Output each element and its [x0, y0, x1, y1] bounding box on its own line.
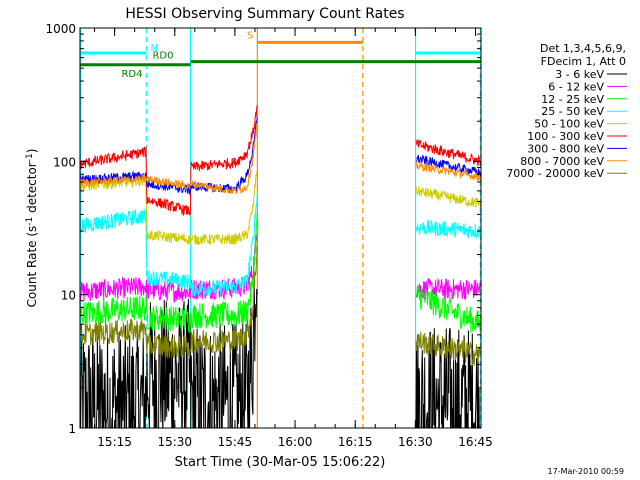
x-tick-label-0: 15:15	[97, 435, 132, 449]
series-line-4	[80, 170, 481, 246]
series-line-5	[80, 104, 481, 217]
y-axis-label: Count Rate (s-1 detector-1)	[25, 149, 39, 308]
x-tick-label-1: 15:30	[157, 435, 192, 449]
x-axis-label: Start Time (30-Mar-05 15:06:22)	[175, 455, 386, 470]
y-tick-label-2: 100	[53, 155, 76, 169]
y-tick-label-3: 1000	[45, 22, 76, 36]
y-tick-label-0: 1	[68, 422, 76, 436]
legend-label-6: 300 - 800 keV	[527, 142, 604, 155]
axis-ticks: 15:15 15:30 15:45 16:00 16:15 16:30 16:45 1 10 10…	[45, 22, 492, 449]
timestamp: 17-Mar-2010 00:59	[548, 467, 625, 476]
plot-frame	[79, 27, 482, 429]
legend-header-line-1: Det 1,3,4,5,6,9,	[540, 42, 626, 55]
series-line-7	[80, 123, 481, 195]
legend-label-5: 100 - 300 keV	[527, 130, 604, 143]
segment-label-s: S	[247, 30, 253, 41]
legend-label-7: 800 - 7000 keV	[520, 155, 604, 168]
segment-label-rd4: RD4	[121, 69, 142, 80]
x-tick-label-3: 16:00	[278, 435, 313, 449]
mode-segments: N S RD0 RD4	[80, 30, 481, 80]
y-axis-label-sup2: -1	[25, 153, 35, 162]
legend-label-1: 6 - 12 keV	[548, 80, 604, 93]
series-line-8	[80, 245, 481, 367]
legend-label-0: 3 - 6 keV	[555, 68, 604, 81]
x-tick-label-5: 16:30	[398, 435, 433, 449]
y-tick-label-1: 10	[61, 289, 76, 303]
segment-label-n: N	[150, 43, 157, 54]
series-line-2	[80, 212, 481, 334]
legend-label-8: 7000 - 20000 keV	[506, 167, 604, 180]
legend-label-2: 12 - 25 keV	[541, 93, 604, 106]
legend-header-line-2: FDecim 1, Att 0	[541, 55, 626, 68]
mode-change-lines	[79, 28, 481, 428]
x-tick-label-4: 16:15	[338, 435, 373, 449]
segment-label-rd0: RD0	[152, 51, 173, 62]
series-lines	[80, 104, 481, 428]
legend: Det 1,3,4,5,6,9, FDecim 1, Att 0 3 - 6 k…	[506, 42, 627, 180]
x-tick-label-2: 15:45	[218, 435, 253, 449]
legend-label-4: 50 - 100 keV	[534, 118, 604, 131]
series-line-3	[80, 192, 481, 297]
x-tick-label-6: 16:45	[458, 435, 493, 449]
chart-title: HESSI Observing Summary Count Rates	[125, 6, 404, 22]
legend-label-3: 25 - 50 keV	[541, 105, 604, 118]
